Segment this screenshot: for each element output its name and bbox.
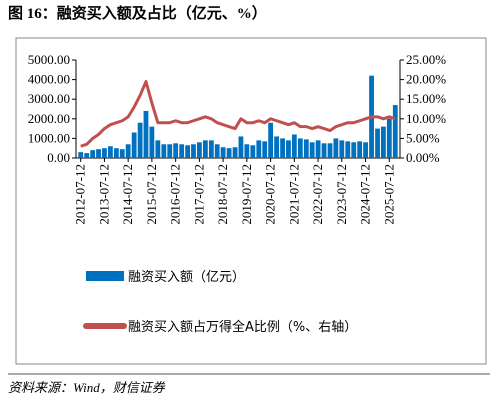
bar <box>256 140 262 158</box>
bar <box>90 150 96 158</box>
bar <box>125 144 131 158</box>
bar <box>286 140 291 158</box>
bar <box>220 147 226 158</box>
x-tick-label: 2025-07-12 <box>381 164 396 225</box>
bar <box>280 138 285 158</box>
bar <box>357 141 363 158</box>
bar <box>149 126 155 158</box>
bar <box>78 152 84 158</box>
bar <box>232 147 238 158</box>
legend-label: 融资买入额（亿元） <box>128 270 245 285</box>
bar <box>202 140 208 158</box>
y2-tick-label: 0.00% <box>406 150 440 165</box>
x-tick-label: 2016-07-12 <box>168 164 183 225</box>
source: 资料来源：Wind，财信证券 <box>8 380 166 395</box>
bar <box>208 140 214 158</box>
x-tick-label: 2018-07-12 <box>215 164 230 225</box>
bar <box>303 139 309 158</box>
y2-tick-label: 25.00% <box>406 52 446 67</box>
bar <box>113 148 119 158</box>
legend-swatch <box>86 271 124 281</box>
bar <box>155 140 161 158</box>
y2-tick-label: 10.00% <box>406 111 446 126</box>
x-tick-label: 2013-07-12 <box>96 164 111 225</box>
bar <box>108 146 113 158</box>
x-tick-label: 2019-07-12 <box>239 164 254 225</box>
bar <box>351 142 357 158</box>
y2-tick-label: 15.00% <box>406 91 446 106</box>
bar <box>315 140 321 158</box>
bar <box>392 105 398 158</box>
x-tick-label: 2015-07-12 <box>144 164 159 225</box>
bar <box>250 145 256 158</box>
bar <box>96 149 101 158</box>
bar <box>262 141 268 158</box>
bar <box>196 142 202 158</box>
bar <box>274 136 280 158</box>
bar <box>143 110 149 158</box>
bar <box>333 138 339 158</box>
x-tick-label: 2012-07-12 <box>73 164 88 225</box>
bar <box>375 128 380 158</box>
bar <box>268 122 274 158</box>
x-tick-label: 2022-07-12 <box>310 164 325 225</box>
y-tick-label: 3000.00 <box>28 91 70 106</box>
y-tick-label: 5000.00 <box>28 52 70 67</box>
bar <box>185 145 191 158</box>
chart-title: 图 16：融资买入额及占比（亿元、%） <box>8 4 267 22</box>
y2-tick-label: 5.00% <box>406 130 440 145</box>
y-tick-label: 4000.00 <box>28 72 70 87</box>
bar <box>214 144 220 158</box>
bar <box>191 144 196 158</box>
bar <box>327 143 333 158</box>
chart-frame <box>15 37 487 365</box>
y-tick-label: 0.00 <box>47 150 70 165</box>
bar <box>119 149 125 158</box>
legend-label: 融资买入额占万得全A比例（%、右轴） <box>128 319 357 335</box>
bar <box>161 144 167 158</box>
bar <box>226 148 232 158</box>
bar <box>363 142 368 158</box>
bar <box>102 148 107 158</box>
bar <box>137 122 143 158</box>
y2-tick-label: 20.00% <box>406 72 446 87</box>
bar <box>321 143 327 158</box>
bar <box>238 136 244 158</box>
x-tick-label: 2021-07-12 <box>286 164 301 225</box>
bar <box>380 126 386 158</box>
x-tick-label: 2023-07-12 <box>334 164 349 225</box>
bar <box>244 144 250 158</box>
bar <box>339 140 345 158</box>
bar <box>345 141 351 158</box>
bar <box>179 144 185 158</box>
y-tick-label: 2000.00 <box>28 111 70 126</box>
line <box>80 80 396 148</box>
bar <box>386 118 392 158</box>
bar <box>167 144 173 158</box>
y-tick-label: 1000.00 <box>28 130 70 145</box>
bar <box>173 143 179 158</box>
bar <box>291 134 297 158</box>
bar <box>309 142 315 158</box>
bar <box>131 132 137 158</box>
x-tick-label: 2014-07-12 <box>120 164 135 225</box>
x-tick-label: 2017-07-12 <box>191 164 206 225</box>
bar <box>84 153 90 158</box>
x-tick-label: 2020-07-12 <box>263 164 278 225</box>
x-tick-label: 2024-07-12 <box>358 164 373 225</box>
bar <box>297 138 303 158</box>
